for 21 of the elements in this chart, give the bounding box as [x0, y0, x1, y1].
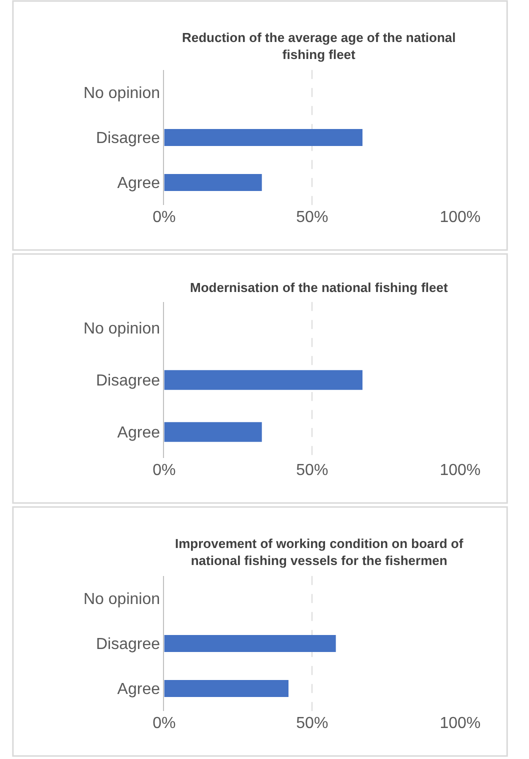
- x-tick-label: 50%: [296, 715, 328, 732]
- x-tick-label: 50%: [296, 209, 328, 226]
- y-tick-label: Agree: [117, 424, 160, 442]
- y-tick-label: Disagree: [96, 130, 160, 148]
- y-tick-label: Disagree: [96, 372, 160, 390]
- y-tick-label: No opinion: [84, 591, 160, 608]
- y-tick-label: No opinion: [84, 85, 160, 102]
- x-tick-label: 0%: [152, 462, 176, 479]
- y-tick-label: Agree: [117, 175, 160, 192]
- chart-title: Reduction of the average age of the national fishing fleet: [182, 30, 456, 62]
- chart-title: Improvement of working condition on board of national fishing vessels for the fishermen: [175, 536, 464, 568]
- x-tick-label: 100%: [440, 209, 481, 226]
- x-tick-label: 100%: [440, 715, 481, 732]
- chart-title: Modernisation of the national fishing fleet: [190, 280, 449, 295]
- y-tick-label: No opinion: [84, 320, 160, 338]
- y-tick-label: Agree: [117, 681, 160, 698]
- y-tick-label: Disagree: [96, 636, 160, 654]
- x-tick-label: 0%: [152, 715, 176, 732]
- x-tick-label: 0%: [152, 209, 176, 226]
- x-tick-label: 50%: [296, 462, 328, 479]
- x-tick-label: 100%: [440, 462, 481, 479]
